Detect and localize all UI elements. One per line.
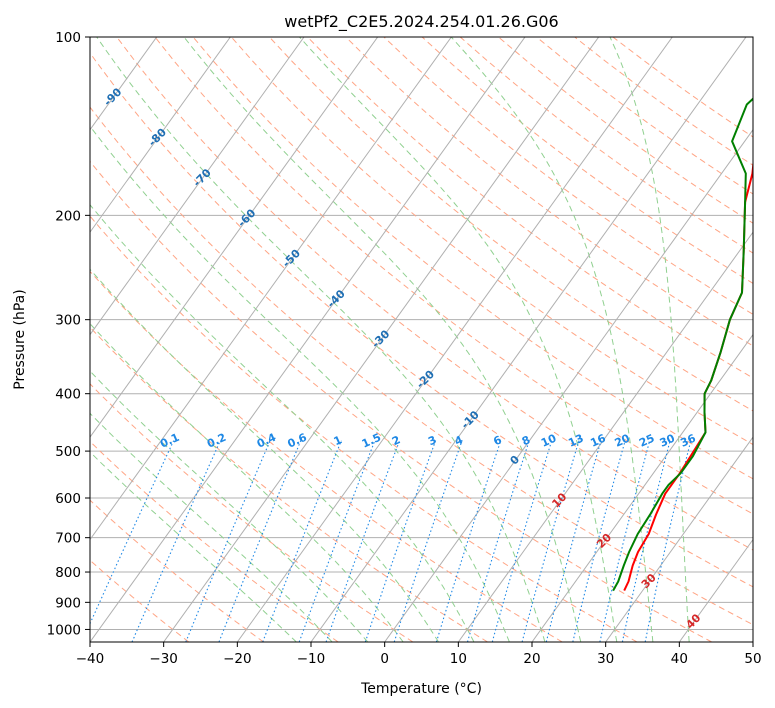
isotherms — [90, 37, 753, 642]
dewpoint-profile-line — [612, 97, 753, 592]
isotherm-line — [236, 37, 673, 642]
dry-adiabat — [230, 37, 753, 446]
x-axis-ticks: −40 −30 −20 −10 0 10 20 30 40 50 — [76, 642, 762, 667]
mixing-ratio-line — [621, 440, 671, 642]
mixing-ratio-label: 36 — [678, 432, 698, 450]
isotherm-line — [531, 333, 753, 642]
mixing-ratio-line — [435, 440, 502, 642]
mixing-ratio-lines — [90, 440, 692, 642]
moist-adiabat — [90, 451, 297, 642]
dry-adiabat — [116, 37, 753, 551]
isotherm-line — [90, 37, 305, 336]
isotherm-line — [90, 37, 452, 541]
moist-adiabat — [90, 268, 439, 642]
dry-adiabat — [459, 37, 753, 254]
dry-adiabat — [90, 559, 190, 642]
x-tick-label: 50 — [744, 651, 761, 667]
x-tick-label: −10 — [297, 651, 326, 667]
y-tick-label: 700 — [55, 531, 81, 547]
dry-adiabat — [345, 37, 753, 347]
y-tick-label: 1000 — [47, 622, 81, 638]
x-tick-label: 10 — [450, 651, 467, 667]
pressure-gridlines — [90, 37, 753, 630]
y-tick-label: 200 — [55, 208, 81, 224]
profile-lines — [612, 97, 753, 592]
mixing-ratio-line — [491, 440, 553, 642]
mixing-ratio-line — [599, 440, 651, 642]
y-tick-label: 600 — [55, 491, 81, 507]
y-tick-label: 500 — [55, 444, 81, 460]
moist-adiabat — [90, 125, 510, 642]
y-tick-label: 400 — [55, 387, 81, 403]
mixing-ratio-line — [325, 440, 401, 642]
mixing-ratio-line — [521, 440, 580, 642]
mixing-ratio-line — [545, 440, 602, 642]
x-tick-label: −30 — [149, 651, 178, 667]
mixing-ratio-line — [131, 440, 221, 642]
dry-adiabat — [154, 37, 753, 515]
mixing-ratio-label: 20 — [613, 432, 633, 450]
x-tick-label: 20 — [523, 651, 540, 667]
mixing-ratio-label: 16 — [588, 432, 608, 450]
moist-adiabat — [90, 322, 404, 642]
dry-adiabat — [90, 499, 264, 642]
isotherm-line — [384, 128, 753, 642]
dry-adiabat — [90, 106, 753, 626]
x-tick-label: −20 — [223, 651, 252, 667]
mixing-ratio-label: 30 — [658, 432, 678, 450]
mixing-ratio-line — [572, 440, 626, 642]
moist-adiabat — [90, 412, 333, 642]
chart-title: wetPf2_C2E5.2024.254.01.26.G06 — [284, 12, 558, 32]
dry-adiabat — [192, 37, 753, 480]
x-tick-label: 30 — [597, 651, 614, 667]
plot-frame — [89, 36, 754, 643]
moist-adiabat — [450, 37, 654, 642]
mixing-ratio-label: 13 — [566, 432, 585, 450]
x-tick-label: 40 — [671, 651, 688, 667]
plot-area: 0.10.20.40.611.52346810131620253036-100-… — [90, 37, 753, 642]
isotherm-line — [310, 37, 747, 642]
dry-adiabat — [421, 37, 753, 284]
isotherm-line — [90, 37, 526, 642]
dry-adiabat — [90, 52, 753, 588]
mixing-ratio-line — [90, 440, 175, 625]
y-axis-label: Pressure (hPa) — [12, 289, 28, 389]
moist-adiabat — [90, 370, 369, 642]
x-axis-label: Temperature (°C) — [360, 681, 482, 697]
y-axis-ticks: 100 200 300 400 500 600 700 800 900 1000 — [47, 30, 90, 638]
dry-adiabat — [306, 37, 753, 379]
isotherm-line — [605, 436, 753, 642]
isotherm-line — [457, 231, 753, 642]
isotherm-line — [90, 37, 379, 438]
mixing-ratio-line — [466, 440, 530, 642]
y-tick-label: 900 — [55, 595, 81, 611]
moist-adiabat — [299, 37, 618, 642]
mixing-ratio-label: 25 — [637, 432, 656, 450]
dry-adiabat — [90, 326, 488, 642]
mixing-ratio-line — [644, 440, 692, 642]
moist-adiabat — [90, 203, 475, 642]
isotherm-line — [163, 37, 600, 642]
mixing-ratio-line — [185, 440, 271, 642]
mixing-ratio-label: 10 — [539, 432, 559, 450]
moist-adiabat — [96, 37, 546, 642]
y-tick-label: 300 — [55, 313, 81, 329]
y-tick-label: 800 — [55, 565, 81, 581]
moist-adiabat — [183, 37, 582, 642]
x-tick-label: −40 — [76, 651, 105, 667]
mixing-ratio-line — [298, 440, 376, 642]
y-tick-label: 100 — [55, 30, 81, 46]
x-tick-label: 0 — [380, 651, 389, 667]
